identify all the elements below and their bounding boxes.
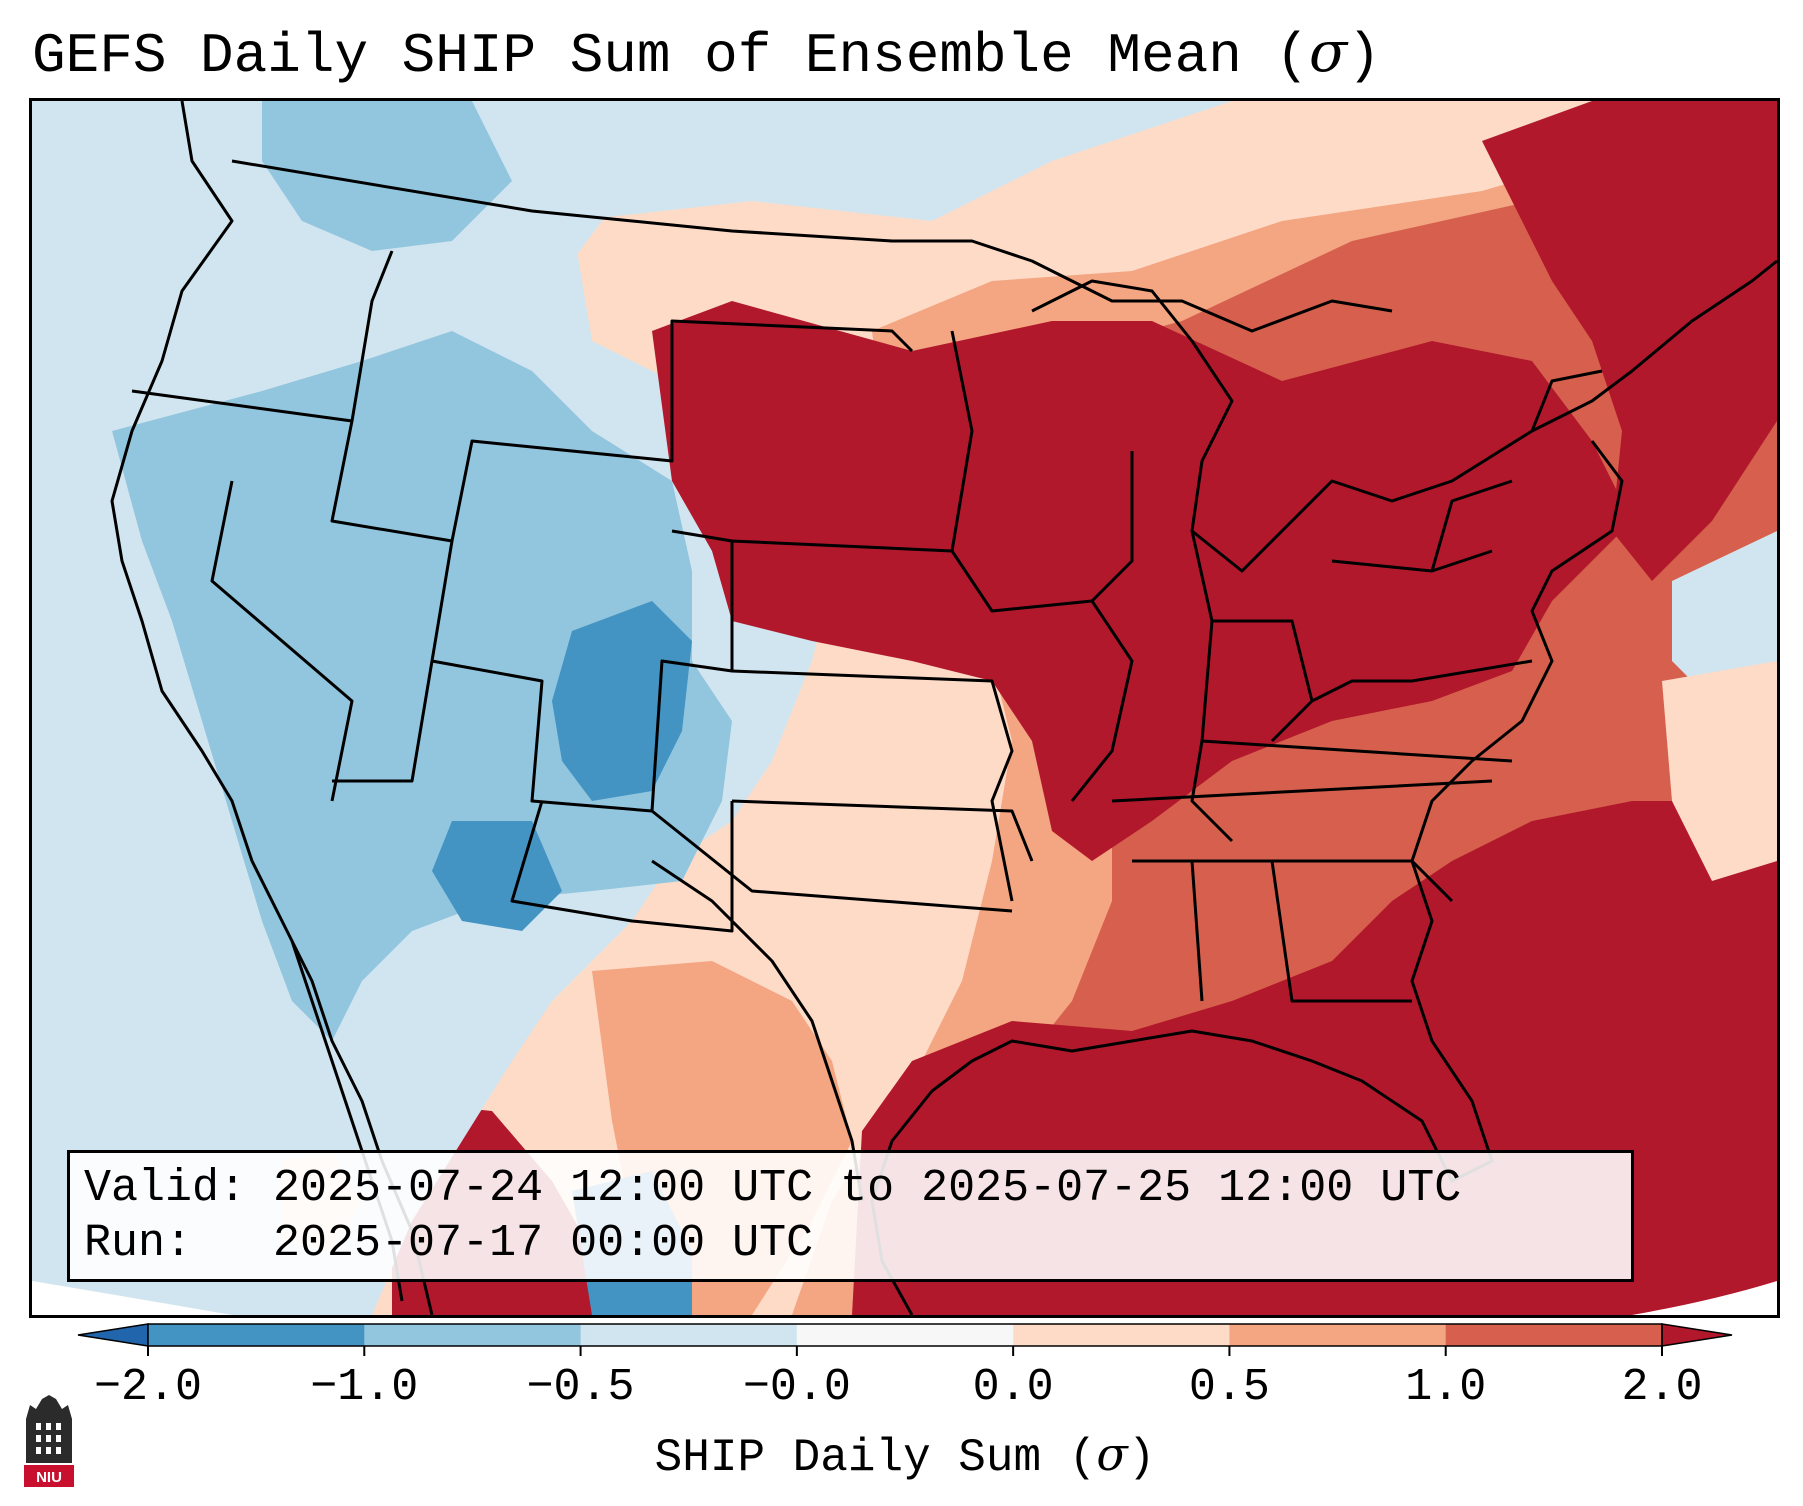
region-weak-negative-atlantic [1672, 531, 1777, 701]
colorbar-bin [1013, 1324, 1230, 1346]
colorbar-tick-label: −2.0 [93, 1362, 203, 1413]
colorbar-tick-label: 0.0 [972, 1362, 1054, 1413]
state-lines-east [1090, 369, 1603, 1003]
mexico-coast [651, 859, 864, 1202]
valid-run-box: Valid: 2025-07-24 12:00 UTC to 2025-07-2… [67, 1150, 1634, 1282]
valid-time-text: Valid: 2025-07-24 12:00 UTC to 2025-07-2… [84, 1163, 1462, 1214]
state-lines-central [651, 330, 1134, 913]
ship-map [32, 101, 1777, 1315]
colorbar-bin [148, 1324, 365, 1346]
colorbar-tick-label: 0.5 [1188, 1362, 1270, 1413]
coastline-west [110, 101, 434, 1315]
colorbar-extend-high [1661, 1323, 1733, 1347]
colorbar-tick-label: −0.5 [526, 1362, 635, 1413]
colorbar-tick-label: −1.0 [310, 1362, 419, 1413]
colorbar-bin [1445, 1324, 1663, 1346]
colorbar-bin [364, 1324, 582, 1346]
colorbar-extend-low [77, 1323, 149, 1347]
colorbar-frame [147, 1323, 1663, 1347]
projection-edge-right [1632, 1281, 1777, 1315]
colorbar [77, 1323, 1733, 1356]
boundaries [110, 101, 1777, 1315]
colorbar-tick-label: 1.0 [1405, 1362, 1487, 1413]
projection-edge-left [32, 1281, 232, 1315]
niu-logo: NIU [24, 1395, 74, 1487]
anomaly-field [32, 101, 1777, 1315]
region-moderate-negative-basin [112, 331, 732, 1041]
region-moderate-negative-nw [262, 101, 512, 251]
colorbar-bin [796, 1324, 1014, 1346]
region-very-strong-northeast [1482, 101, 1777, 581]
colorbar-ticks [147, 1346, 1663, 1356]
chart-title: GEFS Daily SHIP Sum of Ensemble Mean (σ) [32, 20, 1381, 88]
colorbar-tick-label: 2.0 [1621, 1362, 1703, 1413]
colorbar-tick-label: −0.0 [742, 1362, 851, 1413]
region-weak-positive-atlantic [1662, 661, 1777, 881]
colorbar-bins [77, 1323, 1733, 1347]
logo-banner [24, 1465, 74, 1487]
run-time-text: Run: 2025-07-17 00:00 UTC [84, 1218, 814, 1269]
colorbar-label: SHIP Daily Sum (σ) [654, 1427, 1156, 1484]
map-panel [29, 98, 1780, 1318]
colorbar-bin [1229, 1324, 1447, 1346]
us-canada-border [231, 159, 1393, 333]
great-lakes [1031, 259, 1777, 573]
logo-windows [36, 1423, 61, 1454]
logo-text: NIU [36, 1469, 62, 1486]
colorbar-bin [580, 1324, 798, 1346]
region-very-strong-central [652, 301, 1632, 861]
